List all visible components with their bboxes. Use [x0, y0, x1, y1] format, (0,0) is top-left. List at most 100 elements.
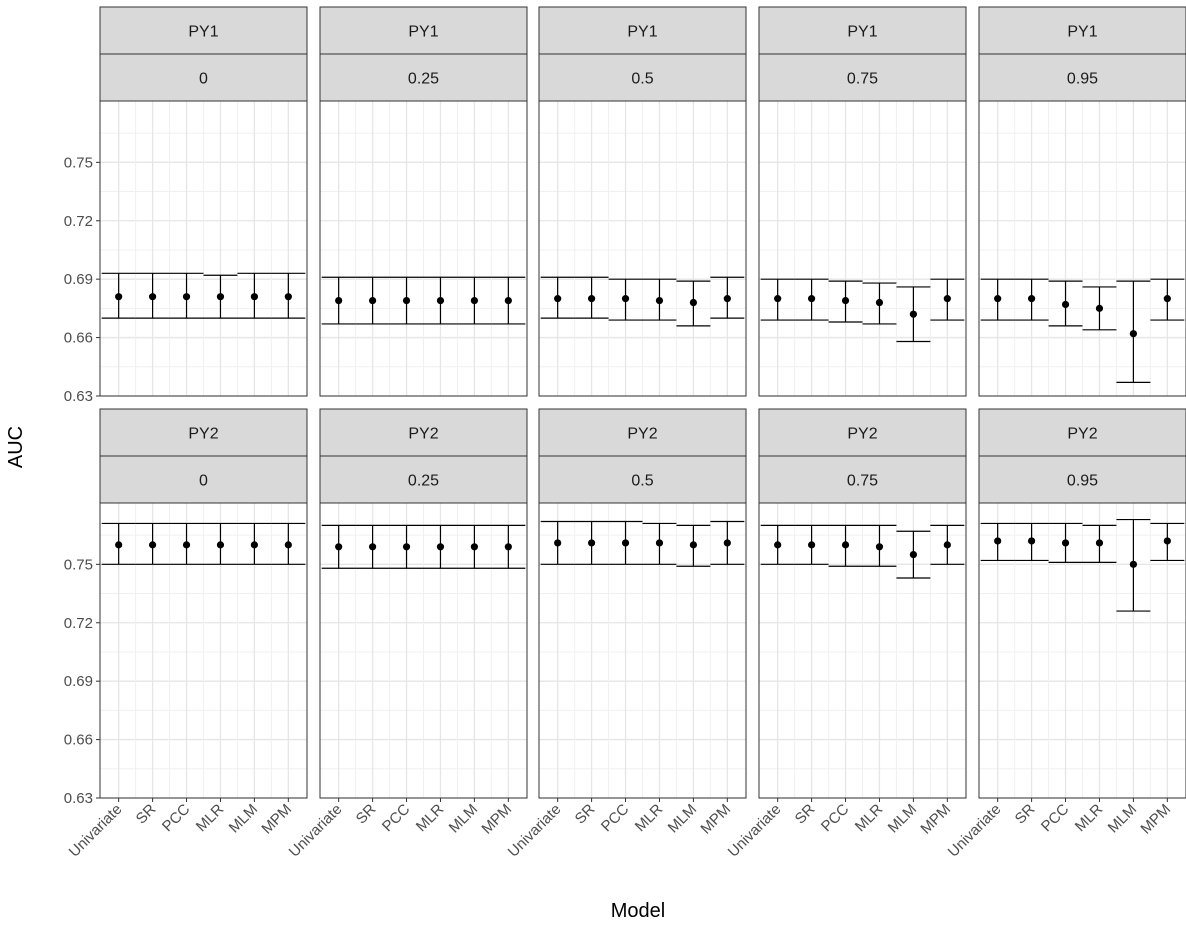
mean-point [841, 296, 850, 305]
x-tick-label: Univariate [66, 801, 126, 861]
x-tick-label: Univariate [725, 801, 785, 861]
mean-point [402, 543, 411, 551]
mean-point [689, 541, 698, 549]
x-axis-title: Model [611, 900, 665, 922]
strip-row-box [758, 408, 967, 457]
mean-point [655, 539, 664, 547]
mean-point [1027, 295, 1036, 303]
x-tick-label: MPM [478, 801, 515, 838]
errorbar-MLR [642, 278, 677, 321]
errorbar-MPM [710, 520, 745, 565]
errorbar-Univariate [760, 524, 795, 565]
mean-point [250, 541, 259, 549]
mean-point [1129, 560, 1138, 568]
x-tick-label: PCC [818, 801, 853, 836]
panel-border [538, 100, 747, 397]
x-tick-label: SR [353, 801, 380, 828]
strip-col-label: 0.75 [847, 473, 878, 490]
mean-point [402, 296, 411, 305]
x-tick-label: MLM [446, 801, 482, 837]
x-tick-label: MPM [917, 801, 954, 838]
x-tick-label: SR [1012, 801, 1039, 828]
strip-col-box [758, 455, 967, 504]
panel-PY1-0.95: PY1 0.95 [978, 6, 1186, 397]
mean-point [470, 543, 479, 551]
errorbar-MLR [203, 522, 238, 565]
errorbar-SR [1014, 522, 1049, 562]
strip-col-label: 0 [199, 473, 208, 490]
mean-point [1095, 304, 1104, 312]
errorbar-PCC [169, 272, 204, 319]
mean-point [368, 296, 377, 305]
mean-point [470, 296, 479, 305]
mean-point [1027, 537, 1036, 545]
y-tick-label: 0.66 [64, 330, 93, 347]
strip-row-label: PY2 [627, 426, 657, 443]
panel-border [319, 100, 528, 397]
panel-PY1-0: PY1 0 0.63 0.66 0.69 0.72 0.75 [64, 6, 308, 405]
errorbar-MLM [896, 286, 931, 343]
mean-point [943, 541, 951, 549]
errorbar-MLR [1082, 286, 1117, 331]
errorbar-MPM [271, 522, 306, 565]
mean-point [504, 543, 512, 551]
mean-point [909, 551, 918, 559]
x-tick-label: PCC [159, 801, 194, 836]
errorbar-SR [794, 524, 829, 565]
x-tick-label: PCC [598, 801, 633, 836]
mean-point [621, 539, 630, 547]
errorbar-SR [135, 272, 170, 319]
errorbar-Univariate [980, 278, 1015, 321]
errorbar-Univariate [760, 278, 795, 321]
errorbar-MPM [1150, 522, 1185, 562]
strip-col-box [538, 455, 747, 504]
x-tick-label: MPM [697, 801, 734, 838]
mean-point [875, 543, 884, 551]
errorbar-Univariate [540, 276, 575, 319]
mean-point [554, 295, 562, 303]
panel-border [758, 100, 967, 397]
y-tick-label: 0.72 [64, 615, 93, 632]
mean-point [436, 543, 445, 551]
x-tick-label: PCC [379, 801, 414, 836]
errorbar-MPM [710, 276, 745, 319]
errorbar-PCC [828, 280, 863, 323]
x-tick-label: SR [133, 801, 160, 828]
mean-point [182, 293, 191, 301]
y-tick-label: 0.69 [64, 271, 93, 288]
errorbar-MLR [423, 524, 458, 569]
mean-point [148, 541, 157, 549]
errorbar-SR [574, 276, 609, 319]
panel-border [99, 502, 308, 799]
mean-point [841, 541, 850, 549]
mean-point [368, 543, 377, 551]
strip-col-label: 0.75 [847, 71, 878, 88]
mean-point [284, 541, 292, 549]
strip-row-label: PY1 [847, 24, 877, 41]
errorbar-SR [355, 524, 390, 569]
mean-point [284, 293, 292, 301]
mean-point [1163, 295, 1171, 303]
mean-point [774, 541, 782, 549]
y-tick-label: 0.63 [64, 790, 93, 807]
strip-row-label: PY2 [1067, 426, 1097, 443]
mean-point [723, 295, 731, 303]
errorbar-MPM [930, 278, 965, 321]
strip-row-box [99, 6, 308, 55]
errorbar-MPM [930, 524, 965, 565]
errorbar-SR [355, 276, 390, 325]
panel-border [538, 502, 747, 799]
mean-point [587, 539, 596, 547]
errorbar-MLM [676, 524, 711, 567]
panel-PY1-0.25: PY1 0.25 [319, 6, 528, 397]
errorbar-PCC [828, 524, 863, 567]
strip-col-label: 0.25 [408, 473, 439, 490]
panel-PY1-0.75: PY1 0.75 [758, 6, 967, 397]
errorbar-MLR [642, 522, 677, 565]
x-tick-label: MLM [226, 801, 262, 837]
strip-col-box [99, 53, 308, 102]
strip-row-box [538, 6, 747, 55]
errorbar-SR [1014, 278, 1049, 321]
strip-row-label: PY1 [1067, 24, 1097, 41]
